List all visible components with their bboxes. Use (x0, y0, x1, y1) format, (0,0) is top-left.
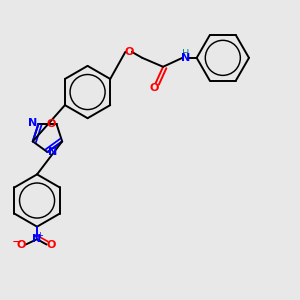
Text: O: O (124, 47, 134, 57)
Text: N: N (28, 118, 38, 128)
Text: N: N (48, 147, 57, 157)
Text: O: O (46, 119, 56, 129)
Text: −: − (12, 236, 22, 249)
Text: N: N (32, 234, 42, 244)
Text: O: O (149, 83, 159, 94)
Text: H: H (182, 49, 189, 59)
Text: N: N (181, 53, 190, 63)
Text: O: O (16, 239, 26, 250)
Text: +: + (37, 231, 44, 240)
Text: O: O (46, 239, 56, 250)
